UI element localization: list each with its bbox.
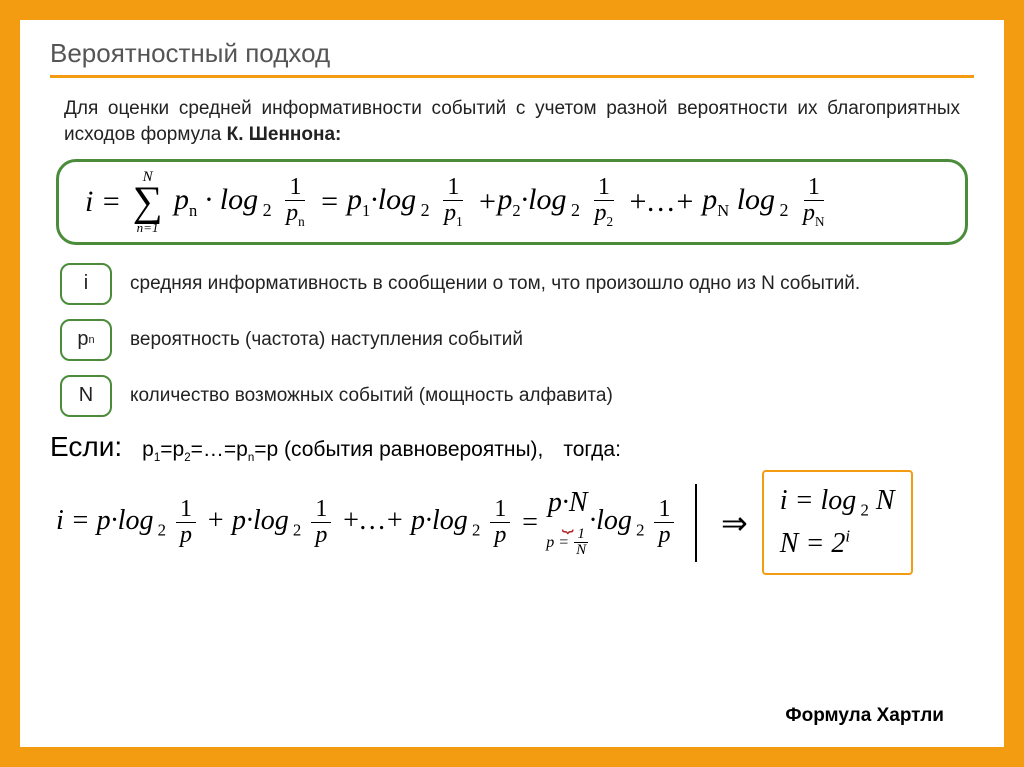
badge-pn: pn: [60, 319, 112, 361]
term-general: pn · log 2: [167, 183, 280, 221]
def-row-pn: pn вероятность (частота) наступления соб…: [60, 319, 974, 361]
intro-text: Для оценки средней информативности событ…: [50, 96, 974, 159]
def-row-i: i средняя информативность в сообщении о …: [60, 263, 974, 305]
frac-p1: 1p1: [440, 175, 467, 229]
lhs: i =: [85, 185, 129, 219]
result-line-1: i = log 2 N: [780, 480, 895, 523]
plus1: +: [470, 185, 498, 219]
bottom-row: i = p·log 2 1p + p·log 2 1p +…+ p·log 2 …: [50, 470, 974, 575]
if-line: Если: p1=p2=…=pn=p (события равновероятн…: [50, 431, 974, 464]
term1: p1·log 2: [347, 183, 437, 221]
brace-label: p = 1N: [546, 527, 589, 558]
if-then: тогда:: [563, 438, 621, 462]
expansion-formula: i = p·log 2 1p + p·log 2 1p +…+ p·log 2 …: [56, 487, 677, 558]
frac-pn: 1pn: [282, 175, 309, 229]
sigma-icon: N ∑ n=1: [133, 170, 163, 234]
frac-pN: 1pN: [799, 175, 829, 229]
if-condition: p1=p2=…=pn=p (события равновероятны),: [142, 438, 543, 464]
implies-icon: ⇒: [721, 504, 748, 542]
result-line-2: N = 2i: [780, 523, 895, 565]
if-label: Если:: [50, 431, 122, 463]
hartley-label: Формула Хартли: [785, 705, 944, 727]
def-text-i: средняя информативность в сообщении о то…: [130, 270, 974, 298]
def-text-N: количество возможных событий (мощность а…: [130, 382, 974, 410]
intro-prefix: Для оценки средней информативности событ…: [64, 98, 960, 145]
intro-bold: К. Шеннона:: [227, 124, 342, 145]
shannon-formula: i = N ∑ n=1 pn · log 2 1pn = p1·log 2 1p…: [56, 159, 968, 245]
underbrace: p·N ⏟ p = 1N: [546, 487, 589, 558]
page-title: Вероятностный подход: [50, 38, 974, 69]
title-underline: [50, 75, 974, 78]
termN: pN log 2: [702, 183, 796, 221]
eq: =: [312, 185, 347, 219]
def-row-N: N количество возможных событий (мощность…: [60, 375, 974, 417]
definitions: i средняя информативность в сообщении о …: [60, 263, 974, 417]
frac-p2: 1p2: [591, 175, 618, 229]
slide: Вероятностный подход Для оценки средней …: [20, 20, 1004, 747]
brace-icon: ⏟: [562, 517, 574, 527]
def-text-pn: вероятность (частота) наступления событи…: [130, 326, 974, 354]
ellipsis: +…+: [620, 185, 702, 219]
vertical-bar: [695, 484, 697, 562]
term2: p2·log 2: [497, 183, 587, 221]
exp-lhs: i = p·log 2: [56, 505, 173, 541]
badge-N: N: [60, 375, 112, 417]
hartley-result: i = log 2 N N = 2i: [762, 470, 913, 575]
badge-i: i: [60, 263, 112, 305]
